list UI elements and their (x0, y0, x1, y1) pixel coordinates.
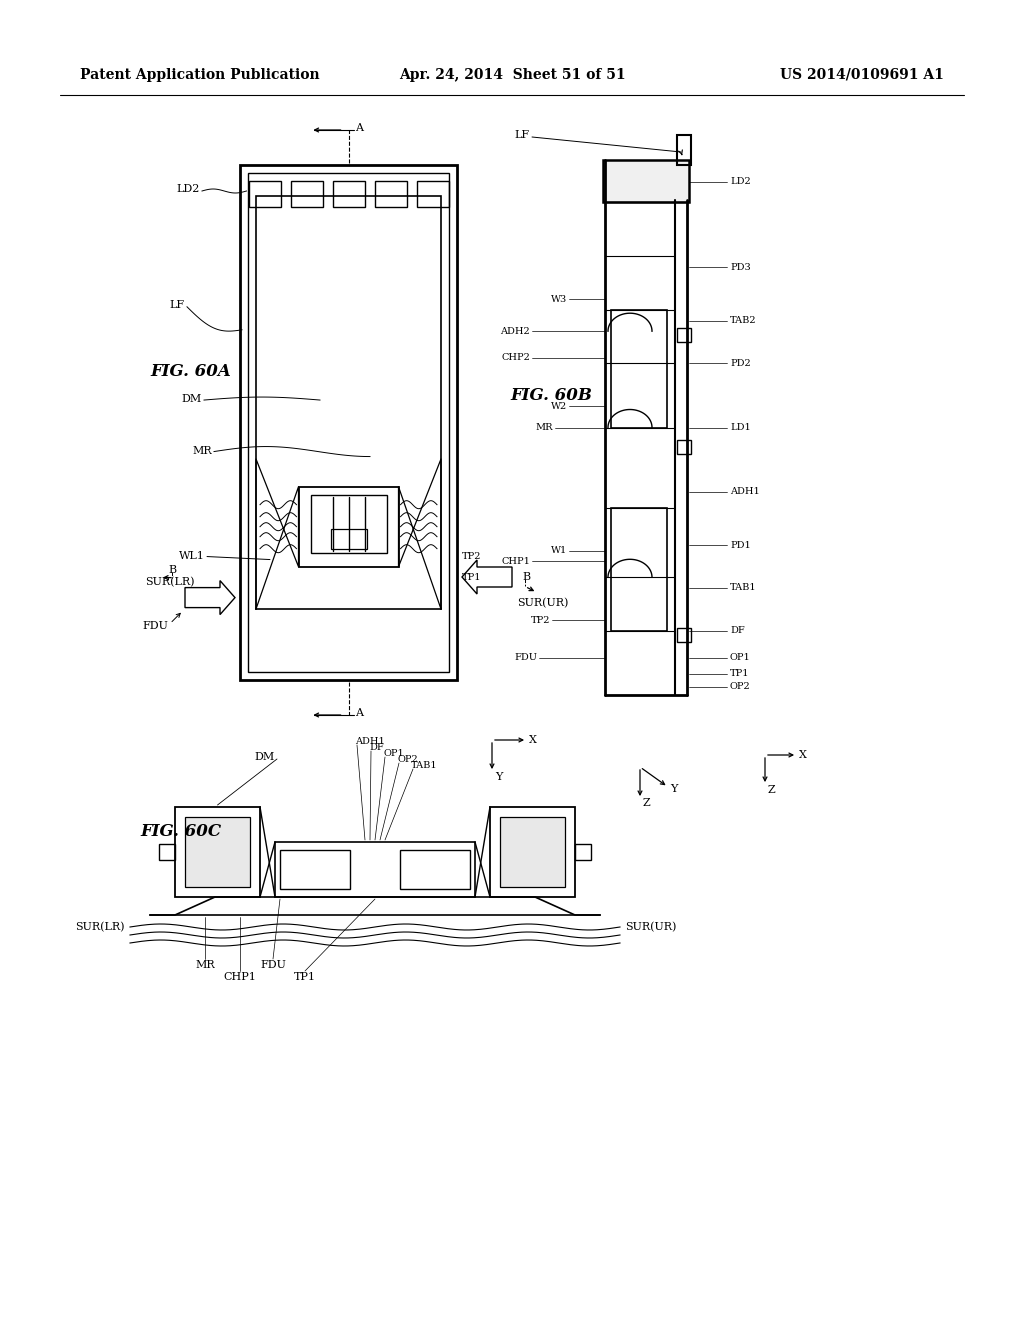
Text: OP1: OP1 (383, 750, 403, 759)
Text: LF: LF (170, 300, 185, 310)
Text: ADH1: ADH1 (730, 487, 760, 496)
Text: OP2: OP2 (730, 682, 751, 692)
Bar (331, 529, 367, 549)
Bar (375, 181, 407, 207)
Text: SUR(LR): SUR(LR) (76, 921, 125, 932)
Text: US 2014/0109691 A1: US 2014/0109691 A1 (780, 69, 944, 82)
Text: ADH1: ADH1 (355, 738, 385, 747)
Text: LD2: LD2 (730, 177, 751, 186)
Bar (677, 441, 691, 454)
Bar (417, 181, 449, 207)
Bar (575, 843, 591, 861)
Text: TP1: TP1 (462, 573, 481, 582)
Text: LF: LF (515, 129, 530, 140)
Text: Z: Z (643, 799, 650, 808)
Bar (677, 627, 691, 642)
Text: A: A (355, 123, 364, 133)
Text: FDU: FDU (260, 960, 286, 970)
Text: LD2: LD2 (176, 183, 200, 194)
Text: Apr. 24, 2014  Sheet 51 of 51: Apr. 24, 2014 Sheet 51 of 51 (398, 69, 626, 82)
Text: FIG. 60B: FIG. 60B (510, 387, 592, 404)
Text: OP1: OP1 (730, 653, 751, 663)
Text: SUR(LR): SUR(LR) (145, 577, 195, 587)
Bar (248, 173, 449, 672)
Text: OP2: OP2 (397, 755, 418, 764)
Text: X: X (529, 735, 537, 744)
Bar (400, 850, 470, 888)
Text: CHP2: CHP2 (501, 354, 530, 363)
Text: Patent Application Publication: Patent Application Publication (80, 69, 319, 82)
Text: B: B (168, 565, 176, 574)
Text: Y: Y (670, 784, 677, 795)
Text: TP1: TP1 (294, 972, 316, 982)
Text: MR: MR (196, 960, 215, 970)
Text: W3: W3 (551, 294, 567, 304)
Text: CHP1: CHP1 (223, 972, 256, 982)
Text: FDU: FDU (514, 653, 537, 663)
Bar (275, 842, 475, 898)
Text: FIG. 60C: FIG. 60C (140, 824, 221, 841)
Bar (333, 181, 365, 207)
Text: W1: W1 (551, 546, 567, 554)
Text: PD3: PD3 (730, 263, 751, 272)
Text: SUR(UR): SUR(UR) (517, 598, 568, 609)
Text: CHP1: CHP1 (501, 557, 530, 566)
Text: DM: DM (181, 395, 202, 404)
Bar (185, 817, 250, 887)
Text: FIG. 60A: FIG. 60A (150, 363, 230, 380)
Text: X: X (799, 750, 807, 760)
Bar (240, 165, 457, 680)
Text: MR: MR (536, 422, 553, 432)
Bar (603, 160, 689, 202)
Text: Z: Z (768, 785, 775, 795)
Text: WL1: WL1 (179, 550, 205, 561)
Text: TP2: TP2 (462, 552, 481, 561)
Text: DF: DF (730, 626, 744, 635)
Bar (175, 807, 260, 898)
Text: ADH2: ADH2 (501, 327, 530, 335)
Text: SUR(UR): SUR(UR) (625, 921, 677, 932)
Text: LD1: LD1 (730, 422, 751, 432)
Bar (310, 495, 386, 553)
Text: Y: Y (495, 772, 503, 781)
Text: W2: W2 (551, 401, 567, 411)
Bar (299, 487, 398, 566)
Bar (611, 310, 667, 428)
Text: MR: MR (193, 446, 212, 455)
Text: A: A (355, 708, 364, 718)
Bar (280, 850, 350, 888)
Bar (256, 195, 441, 609)
Text: TAB1: TAB1 (411, 762, 437, 771)
Text: TAB1: TAB1 (730, 583, 757, 593)
Bar (291, 181, 323, 207)
Bar (500, 817, 565, 887)
Text: TP2: TP2 (530, 615, 550, 624)
Text: FDU: FDU (142, 620, 168, 631)
Bar (611, 508, 667, 631)
Text: TAB2: TAB2 (730, 315, 757, 325)
Text: PD1: PD1 (730, 541, 751, 549)
Bar (159, 843, 175, 861)
Bar (677, 327, 691, 342)
Text: PD2: PD2 (730, 359, 751, 368)
Text: DF: DF (369, 743, 384, 752)
Bar (677, 135, 691, 165)
Bar (249, 181, 281, 207)
Text: B: B (522, 573, 530, 582)
Text: DM: DM (255, 752, 275, 762)
Text: TP1: TP1 (730, 669, 750, 678)
Bar (490, 807, 575, 898)
